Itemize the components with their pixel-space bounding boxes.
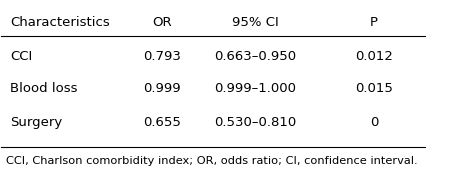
Text: OR: OR — [153, 16, 172, 29]
Text: 0: 0 — [370, 116, 378, 129]
Text: 0.012: 0.012 — [355, 50, 393, 63]
Text: P: P — [370, 16, 378, 29]
Text: 0.793: 0.793 — [143, 50, 181, 63]
Text: 0.530–0.810: 0.530–0.810 — [214, 116, 296, 129]
Text: Blood loss: Blood loss — [10, 81, 77, 95]
Text: 95% CI: 95% CI — [232, 16, 279, 29]
Text: CCI: CCI — [10, 50, 32, 63]
Text: 0.999–1.000: 0.999–1.000 — [214, 81, 296, 95]
Text: 0.999: 0.999 — [144, 81, 181, 95]
Text: 0.663–0.950: 0.663–0.950 — [214, 50, 296, 63]
Text: Characteristics: Characteristics — [10, 16, 109, 29]
Text: 0.655: 0.655 — [143, 116, 181, 129]
Text: CCI, Charlson comorbidity index; OR, odds ratio; CI, confidence interval.: CCI, Charlson comorbidity index; OR, odd… — [6, 156, 417, 166]
Text: 0.015: 0.015 — [355, 81, 393, 95]
Text: Surgery: Surgery — [10, 116, 62, 129]
